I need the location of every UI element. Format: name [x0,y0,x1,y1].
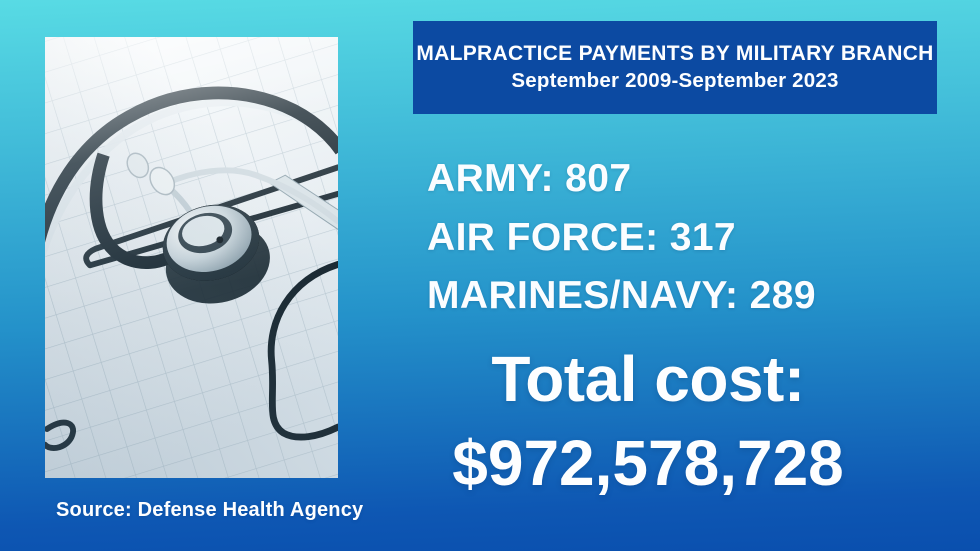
total-cost-label: Total cost: [491,343,805,415]
stat-air-force: AIR FORCE: 317 [427,215,736,259]
stat-marines-navy: MARINES/NAVY: 289 [427,274,816,317]
total-cost-amount: $972,578,728 [452,427,844,499]
title-banner: MALPRACTICE PAYMENTS BY MILITARY BRANCH … [413,21,937,114]
title-line1: MALPRACTICE PAYMENTS BY MILITARY BRANCH [416,42,934,65]
source-credit: Source: Defense Health Agency [56,499,364,521]
title-line2: September 2009-September 2023 [511,69,839,92]
stats-list: ARMY: 807 AIR FORCE: 317 MARINES/NAVY: 2… [427,150,816,326]
stat-army: ARMY: 807 [427,157,632,200]
stethoscope-photo [45,37,338,478]
stethoscope-ekg-icon [45,37,338,478]
